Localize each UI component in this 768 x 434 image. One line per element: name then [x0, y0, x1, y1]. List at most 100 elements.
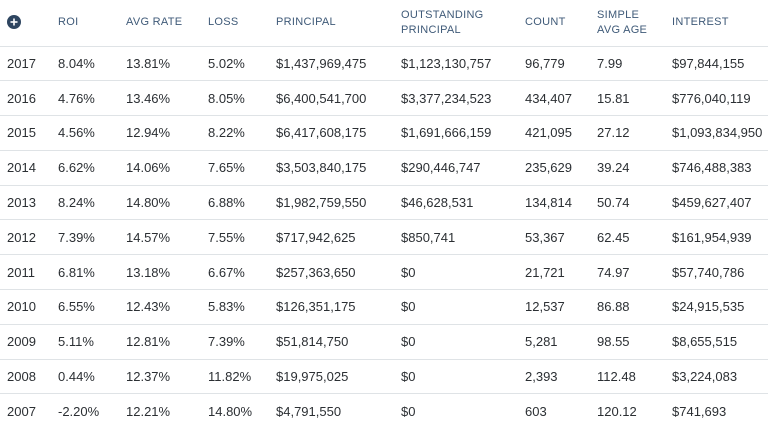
count-cell: 2,393 — [525, 369, 558, 385]
roi-cell: 6.55% — [58, 299, 95, 315]
outstanding-principal-cell: $0 — [401, 404, 416, 420]
avg-rate-cell: 13.81% — [126, 55, 171, 71]
loss-cell: 7.65% — [208, 160, 245, 176]
column-label: PRINCIPAL — [276, 16, 336, 29]
table-row: 2016 4.76% 13.46% 8.05% $6,400,541,700 $… — [0, 80, 768, 116]
year-cell: 2010 — [7, 299, 36, 315]
principal-cell: $1,982,759,550 — [276, 195, 367, 211]
principal-cell: $51,814,750 — [276, 334, 349, 350]
table-row: 2014 6.62% 14.06% 7.65% $3,503,840,175 $… — [0, 150, 768, 185]
interest-cell: $3,224,083 — [672, 369, 738, 385]
column-header-roi[interactable]: ROI — [58, 0, 126, 46]
avg-age-cell: 112.48 — [597, 369, 636, 385]
roi-cell: 5.11% — [58, 334, 94, 350]
loss-cell: 8.22% — [208, 125, 245, 141]
loss-cell: 14.80% — [208, 404, 253, 420]
avg-rate-cell: 14.57% — [126, 229, 171, 245]
year-cell: 2011 — [7, 264, 35, 280]
column-label: AVG RATE — [126, 16, 183, 29]
interest-cell: $746,488,383 — [672, 160, 752, 176]
year-cell: 2013 — [7, 195, 36, 211]
table-row: 2013 8.24% 14.80% 6.88% $1,982,759,550 $… — [0, 185, 768, 220]
interest-cell: $57,740,786 — [672, 264, 745, 280]
column-label: LOSS — [208, 16, 239, 29]
avg-rate-cell: 12.21% — [126, 404, 171, 420]
outstanding-principal-cell: $0 — [401, 369, 416, 385]
column-label-line2: AVG AGE — [597, 23, 648, 36]
avg-age-cell: 50.74 — [597, 195, 630, 211]
avg-age-cell: 15.81 — [597, 90, 630, 106]
loss-cell: 5.02% — [208, 55, 245, 71]
year-cell: 2008 — [7, 369, 36, 385]
column-header-count[interactable]: COUNT — [525, 0, 597, 46]
loss-cell: 11.82% — [208, 369, 252, 385]
roi-cell: 0.44% — [58, 369, 95, 385]
avg-age-cell: 7.99 — [597, 55, 623, 71]
plus-circle-icon[interactable] — [7, 15, 21, 30]
roi-cell: 6.62% — [58, 160, 95, 176]
expand-header-cell — [0, 0, 58, 46]
table-row: 2007 -2.20% 12.21% 14.80% $4,791,550 $0 … — [0, 393, 768, 429]
outstanding-principal-cell: $850,741 — [401, 229, 456, 245]
column-header-avg-rate[interactable]: AVG RATE — [126, 0, 208, 46]
column-label-line1: SIMPLE — [597, 8, 640, 21]
year-cell: 2007 — [7, 404, 36, 420]
header-row: ROI AVG RATE LOSS PRINCIPAL OUTSTANDING … — [0, 0, 768, 46]
table-row: 2010 6.55% 12.43% 5.83% $126,351,175 $0 … — [0, 289, 768, 325]
avg-rate-cell: 12.81% — [126, 334, 171, 350]
outstanding-principal-cell: $290,446,747 — [401, 160, 481, 176]
avg-age-cell: 62.45 — [597, 229, 630, 245]
roi-cell: 8.24% — [58, 195, 95, 211]
count-cell: 434,407 — [525, 90, 572, 106]
avg-age-cell: 39.24 — [597, 160, 630, 176]
year-cell: 2017 — [7, 55, 36, 71]
avg-rate-cell: 13.18% — [126, 264, 171, 280]
table-row: 2011 6.81% 13.18% 6.67% $257,363,650 $0 … — [0, 254, 768, 290]
roi-cell: 4.56% — [58, 125, 95, 141]
roi-cell: 4.76% — [58, 90, 95, 106]
principal-cell: $19,975,025 — [276, 369, 349, 385]
interest-cell: $776,040,119 — [672, 90, 751, 106]
roi-cell: 6.81% — [58, 264, 95, 280]
loss-cell: 6.67% — [208, 264, 245, 280]
column-header-simple-avg-age[interactable]: SIMPLE AVG AGE — [597, 0, 672, 46]
interest-cell: $741,693 — [672, 404, 727, 420]
table-body: 2017 8.04% 13.81% 5.02% $1,437,969,475 $… — [0, 46, 768, 429]
column-header-principal[interactable]: PRINCIPAL — [276, 0, 401, 46]
principal-cell: $257,363,650 — [276, 264, 356, 280]
interest-cell: $8,655,515 — [672, 334, 738, 350]
interest-cell: $459,627,407 — [672, 195, 752, 211]
interest-cell: $161,954,939 — [672, 229, 752, 245]
avg-rate-cell: 12.43% — [126, 299, 171, 315]
year-cell: 2012 — [7, 229, 36, 245]
year-cell: 2014 — [7, 160, 36, 176]
outstanding-principal-cell: $46,628,531 — [401, 195, 474, 211]
column-label: COUNT — [525, 16, 566, 29]
count-cell: 21,721 — [525, 264, 565, 280]
loss-cell: 7.39% — [208, 334, 245, 350]
principal-cell: $126,351,175 — [276, 299, 356, 315]
column-header-loss[interactable]: LOSS — [208, 0, 276, 46]
principal-cell: $1,437,969,475 — [276, 55, 367, 71]
avg-age-cell: 120.12 — [597, 404, 637, 420]
principal-cell: $4,791,550 — [276, 404, 342, 420]
table-row: 2012 7.39% 14.57% 7.55% $717,942,625 $85… — [0, 219, 768, 255]
count-cell: 5,281 — [525, 334, 558, 350]
avg-rate-cell: 12.37% — [126, 369, 171, 385]
table-row: 2015 4.56% 12.94% 8.22% $6,417,608,175 $… — [0, 115, 768, 151]
count-cell: 603 — [525, 404, 547, 420]
roi-cell: 7.39% — [58, 229, 95, 245]
avg-rate-cell: 14.80% — [126, 195, 171, 211]
table-row: 2009 5.11% 12.81% 7.39% $51,814,750 $0 5… — [0, 324, 768, 359]
year-cell: 2009 — [7, 334, 36, 350]
loss-cell: 7.55% — [208, 229, 245, 245]
avg-age-cell: 98.55 — [597, 334, 630, 350]
avg-age-cell: 74.97 — [597, 264, 630, 280]
column-header-outstanding-principal[interactable]: OUTSTANDING PRINCIPAL — [401, 0, 525, 46]
column-label-line1: OUTSTANDING — [401, 8, 484, 21]
count-cell: 96,779 — [525, 55, 565, 71]
column-header-interest[interactable]: INTEREST — [672, 0, 768, 46]
avg-rate-cell: 14.06% — [126, 160, 171, 176]
